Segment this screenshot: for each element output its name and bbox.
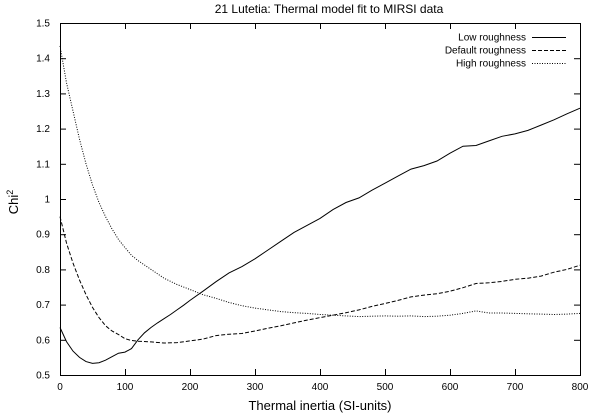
y-tick-label: 0.6 <box>36 335 50 346</box>
y-tick-label: 1 <box>44 195 50 206</box>
series-lines <box>59 45 581 364</box>
y-tick-label: 0.5 <box>36 371 50 382</box>
x-tick-label: 100 <box>117 382 134 393</box>
y-tick-label: 1.1 <box>36 159 50 170</box>
legend-label-default-roughness: Default roughness <box>445 46 526 57</box>
x-tick-label: 800 <box>572 382 589 393</box>
y-tick-label: 1.3 <box>36 89 50 100</box>
plot-area-frame <box>60 23 581 376</box>
x-axis-tick-labels: 0 100 200 300 400 500 600 700 800 <box>57 382 589 393</box>
y-tick-label: 1.5 <box>36 19 50 30</box>
y-axis-tick-labels: 0.5 0.6 0.7 0.8 0.9 1 1.1 1.2 1.3 1.4 1.5 <box>36 19 50 382</box>
legend-label-high-roughness: High roughness <box>456 59 526 70</box>
series-line-high-roughness <box>59 45 581 318</box>
y-axis-label-base: Chi <box>6 195 21 215</box>
series-line-low-roughness <box>59 107 581 364</box>
y-axis-label: Chi2 <box>5 190 21 215</box>
legend: Low roughness Default roughness High rough… <box>445 33 566 70</box>
y-tick-label: 1.4 <box>36 54 50 65</box>
y-tick-label: 1.2 <box>36 124 50 135</box>
x-tick-label: 400 <box>312 382 329 393</box>
legend-label-low-roughness: Low roughness <box>458 33 526 44</box>
x-tick-label: 500 <box>377 382 394 393</box>
axis-ticks <box>60 23 581 376</box>
y-tick-label: 0.8 <box>36 265 50 276</box>
x-tick-label: 600 <box>442 382 459 393</box>
series-line-default-roughness <box>59 216 581 344</box>
y-axis-label-superscript: 2 <box>5 190 15 195</box>
chart-title: 21 Lutetia: Thermal model fit to MIRSI d… <box>215 2 444 16</box>
x-tick-label: 700 <box>507 382 524 393</box>
x-tick-label: 0 <box>57 382 63 393</box>
x-tick-label: 300 <box>247 382 264 393</box>
y-tick-label: 0.9 <box>36 230 50 241</box>
x-axis-label: Thermal inertia (SI-units) <box>248 398 391 413</box>
y-tick-label: 0.7 <box>36 300 50 311</box>
x-tick-label: 200 <box>182 382 199 393</box>
